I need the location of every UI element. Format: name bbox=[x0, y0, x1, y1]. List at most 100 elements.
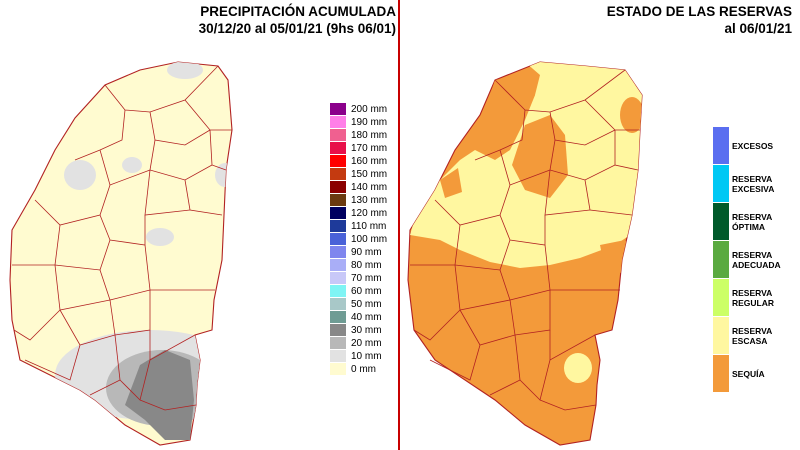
legend-label: SEQUÍA bbox=[732, 368, 765, 379]
legend-swatch bbox=[713, 165, 729, 202]
legend-label: 90 mm bbox=[351, 247, 382, 258]
precip-legend-item: 190 mm bbox=[330, 116, 400, 129]
legend-label: 170 mm bbox=[351, 143, 388, 154]
precipitation-date-range: 30/12/20 al 05/01/21 (9hs 06/01) bbox=[198, 21, 396, 36]
legend-swatch bbox=[330, 285, 346, 298]
legend-swatch bbox=[330, 298, 346, 311]
reserves-title-line1: ESTADO DE LAS RESERVAS bbox=[606, 4, 792, 19]
legend-label: 50 mm bbox=[351, 299, 382, 310]
precip-legend-item: 80 mm bbox=[330, 259, 400, 272]
legend-swatch bbox=[330, 103, 346, 116]
legend-swatch bbox=[330, 337, 346, 350]
precip-zone-10mm-ne bbox=[215, 163, 232, 187]
precip-legend-item: 70 mm bbox=[330, 272, 400, 285]
legend-label: 60 mm bbox=[351, 286, 382, 297]
reserves-legend: EXCESOS RESERVA EXCESIVA RESERVA ÓPTIMA … bbox=[713, 127, 793, 393]
reserve-zone-escasa-west bbox=[463, 155, 492, 182]
precip-zone-30mm bbox=[125, 350, 194, 440]
reserve-zone-escasa-south bbox=[564, 353, 592, 383]
legend-swatch bbox=[330, 350, 346, 363]
legend-label: 180 mm bbox=[351, 130, 388, 141]
legend-label: 40 mm bbox=[351, 312, 382, 323]
legend-label: 130 mm bbox=[351, 195, 388, 206]
legend-label: RESERVA REGULAR bbox=[732, 287, 775, 308]
legend-label: 140 mm bbox=[351, 182, 388, 193]
legend-swatch bbox=[330, 233, 346, 246]
precip-legend-item: 150 mm bbox=[330, 168, 400, 181]
legend-label: 20 mm bbox=[351, 338, 382, 349]
legend-label: 160 mm bbox=[351, 156, 388, 167]
precip-legend-item: 120 mm bbox=[330, 207, 400, 220]
precipitation-map bbox=[9, 61, 233, 446]
legend-swatch bbox=[330, 259, 346, 272]
reserve-zone-sequia-northwest bbox=[480, 75, 535, 150]
legend-label: 100 mm bbox=[351, 234, 388, 245]
precip-legend-item: 10 mm bbox=[330, 350, 400, 363]
legend-swatch bbox=[713, 203, 729, 240]
precipitation-legend: 200 mm 190 mm 180 mm 170 mm 160 mm 150 m… bbox=[330, 103, 400, 376]
reserves-map bbox=[407, 61, 643, 446]
legend-label: RESERVA ÓPTIMA bbox=[732, 211, 772, 232]
reserve-legend-item: RESERVA ADECUADA bbox=[713, 241, 793, 278]
precip-legend-item: 180 mm bbox=[330, 129, 400, 142]
legend-swatch bbox=[330, 363, 346, 376]
precip-legend-item: 110 mm bbox=[330, 220, 400, 233]
reserve-zone-sequia-east bbox=[600, 240, 638, 275]
reserve-zone-sequia-west-edge bbox=[440, 168, 462, 198]
legend-swatch bbox=[330, 116, 346, 129]
reserves-date: al 06/01/21 bbox=[724, 21, 792, 36]
reserve-legend-item: RESERVA ÓPTIMA bbox=[713, 203, 793, 240]
legend-label: 120 mm bbox=[351, 208, 388, 219]
precip-legend-item: 140 mm bbox=[330, 181, 400, 194]
legend-label: RESERVA EXCESIVA bbox=[732, 173, 775, 194]
legend-swatch bbox=[713, 127, 729, 164]
precip-legend-item: 20 mm bbox=[330, 337, 400, 350]
legend-swatch bbox=[330, 220, 346, 233]
precip-zone-10mm-east bbox=[146, 228, 174, 246]
legend-label: 150 mm bbox=[351, 169, 388, 180]
reserve-legend-item: RESERVA ESCASA bbox=[713, 317, 793, 354]
precip-legend-item: 160 mm bbox=[330, 155, 400, 168]
reserves-title: ESTADO DE LAS RESERVAS al 06/01/21 bbox=[540, 3, 792, 37]
panel-divider bbox=[398, 0, 400, 450]
reserve-legend-item: SEQUÍA bbox=[713, 355, 793, 392]
precip-zone-10mm-west bbox=[64, 160, 96, 190]
precip-legend-item: 40 mm bbox=[330, 311, 400, 324]
precipitation-title-line1: PRECIPITACIÓN ACUMULADA bbox=[200, 4, 396, 19]
legend-swatch bbox=[330, 142, 346, 155]
precip-legend-item: 90 mm bbox=[330, 246, 400, 259]
legend-swatch bbox=[330, 155, 346, 168]
precip-legend-item: 0 mm bbox=[330, 363, 400, 376]
legend-label: 10 mm bbox=[351, 351, 382, 362]
legend-swatch bbox=[713, 279, 729, 316]
precip-legend-item: 60 mm bbox=[330, 285, 400, 298]
precip-legend-item: 200 mm bbox=[330, 103, 400, 116]
precip-legend-item: 170 mm bbox=[330, 142, 400, 155]
legend-swatch bbox=[713, 241, 729, 278]
legend-swatch bbox=[330, 194, 346, 207]
legend-label: 0 mm bbox=[351, 364, 376, 375]
legend-label: 30 mm bbox=[351, 325, 382, 336]
legend-swatch bbox=[713, 317, 729, 354]
legend-swatch bbox=[330, 129, 346, 142]
legend-swatch bbox=[330, 207, 346, 220]
precip-zone-10mm-north bbox=[167, 62, 203, 79]
legend-label: EXCESOS bbox=[732, 140, 774, 151]
precip-legend-item: 100 mm bbox=[330, 233, 400, 246]
department-boundaries bbox=[410, 69, 640, 411]
legend-label: 70 mm bbox=[351, 273, 382, 284]
reserve-legend-item: RESERVA EXCESIVA bbox=[713, 165, 793, 202]
legend-swatch bbox=[330, 272, 346, 285]
legend-swatch bbox=[330, 181, 346, 194]
legend-swatch bbox=[330, 324, 346, 337]
precipitation-title: PRECIPITACIÓN ACUMULADA 30/12/20 al 05/0… bbox=[140, 3, 396, 37]
legend-label: 80 mm bbox=[351, 260, 382, 271]
legend-label: 200 mm bbox=[351, 104, 388, 115]
department-boundaries bbox=[12, 65, 232, 411]
legend-swatch bbox=[330, 246, 346, 259]
legend-swatch bbox=[330, 311, 346, 324]
precip-zone-10mm-center bbox=[122, 157, 142, 173]
precip-legend-item: 50 mm bbox=[330, 298, 400, 311]
legend-label: RESERVA ADECUADA bbox=[732, 249, 781, 270]
legend-swatch bbox=[713, 355, 729, 392]
